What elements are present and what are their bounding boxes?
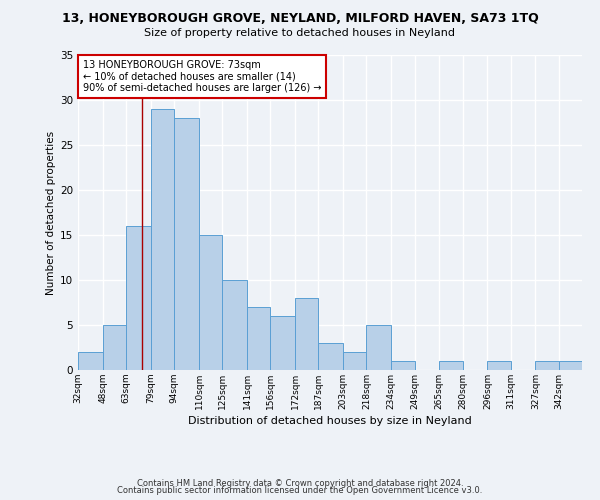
Bar [439,361,463,370]
Bar [391,361,415,370]
X-axis label: Distribution of detached houses by size in Neyland: Distribution of detached houses by size … [188,416,472,426]
Bar [151,109,174,370]
Bar [343,352,367,370]
Text: 13, HONEYBOROUGH GROVE, NEYLAND, MILFORD HAVEN, SA73 1TQ: 13, HONEYBOROUGH GROVE, NEYLAND, MILFORD… [62,12,538,26]
Bar [367,325,391,370]
Bar [126,226,151,370]
Bar [319,343,343,370]
Text: Contains public sector information licensed under the Open Government Licence v3: Contains public sector information licen… [118,486,482,495]
Bar [222,280,247,370]
Bar [199,235,222,370]
Text: Size of property relative to detached houses in Neyland: Size of property relative to detached ho… [145,28,455,38]
Text: Contains HM Land Registry data © Crown copyright and database right 2024.: Contains HM Land Registry data © Crown c… [137,478,463,488]
Bar [78,352,103,370]
Y-axis label: Number of detached properties: Number of detached properties [46,130,56,294]
Bar [295,298,319,370]
Text: 13 HONEYBOROUGH GROVE: 73sqm
← 10% of detached houses are smaller (14)
90% of se: 13 HONEYBOROUGH GROVE: 73sqm ← 10% of de… [83,60,321,92]
Bar [174,118,199,370]
Bar [559,361,582,370]
Bar [535,361,559,370]
Bar [103,325,126,370]
Bar [270,316,295,370]
Bar [247,307,270,370]
Bar [487,361,511,370]
